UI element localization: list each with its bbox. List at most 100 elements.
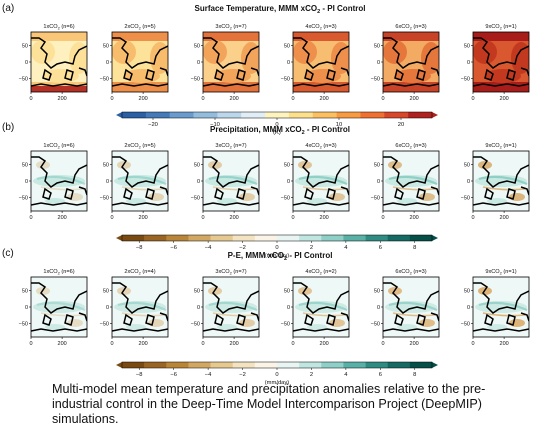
warm-patch — [215, 69, 251, 83]
y-tick-label: 50 — [103, 288, 109, 294]
coastline — [473, 83, 529, 87]
coastline — [64, 314, 74, 326]
dry-streak — [121, 312, 165, 317]
antarctic-band — [31, 86, 87, 92]
x-tick-label: 200 — [500, 341, 509, 347]
coastline — [236, 314, 246, 326]
map-panel — [202, 150, 260, 212]
dry-patch — [148, 193, 164, 201]
panel-letter: (a) — [2, 3, 14, 14]
column-label: 9xCO2 (n=1) — [485, 269, 516, 276]
colorbar-segment — [336, 112, 361, 118]
map-frame — [202, 276, 260, 338]
map-frame — [472, 276, 530, 338]
y-tick-label: −50 — [191, 77, 200, 83]
coastline — [293, 282, 349, 314]
dry-patch — [329, 319, 345, 327]
warm-patch — [485, 69, 521, 83]
column-label: 1xCO2 (n=6) — [43, 269, 74, 276]
colorbar-tick-label: 20 — [398, 122, 404, 128]
x-tick-label: 200 — [139, 215, 148, 221]
colorbar-extend-right — [432, 112, 438, 118]
coastline — [159, 186, 168, 196]
colorbar-extend-left — [116, 112, 122, 118]
colorbar-tick-label: 4 — [344, 245, 348, 251]
colorbar-segment — [360, 112, 385, 118]
wet-streak — [208, 301, 258, 312]
coastline — [416, 188, 426, 200]
wet-patch — [126, 324, 146, 330]
wet-patch — [126, 198, 146, 204]
colorbar-segment — [409, 362, 433, 368]
y-tick-label: −50 — [371, 77, 380, 83]
coastline — [520, 312, 529, 322]
wet-patch — [487, 198, 507, 204]
coastline — [123, 313, 133, 326]
panel-title: Surface Temperature, MMM xCO2 - PI Contr… — [195, 4, 366, 15]
warm-patch — [473, 40, 497, 64]
y-tick-label: 0 — [197, 60, 200, 66]
wet-patch — [397, 324, 417, 330]
wet-patch — [307, 198, 327, 204]
column-label: 3xCO2 (n=7) — [215, 143, 246, 150]
y-tick-label: −50 — [371, 322, 380, 328]
dry-streak — [212, 186, 256, 191]
antarctic-band — [473, 82, 529, 92]
column-label: 6xCO2 (n=3) — [395, 24, 426, 31]
coastline — [304, 313, 314, 326]
y-tick-label: 0 — [287, 60, 290, 66]
panel-title: Precipitation, MMM xCO2 - PI Control — [210, 125, 350, 136]
coastline — [112, 282, 168, 314]
y-tick-label: 50 — [464, 288, 470, 294]
map-frame — [292, 31, 350, 93]
coastline — [416, 69, 426, 81]
y-tick-label: 0 — [467, 179, 470, 185]
dry-streak — [482, 312, 526, 317]
y-tick-label: 50 — [103, 162, 109, 168]
y-tick-label: 0 — [25, 60, 28, 66]
wet-streak — [478, 175, 528, 186]
dry-patch — [239, 319, 255, 327]
colorbar-tick-label: 6 — [379, 372, 382, 378]
wet-streak — [36, 175, 86, 186]
y-tick-label: 50 — [374, 162, 380, 168]
map-frame — [382, 31, 440, 93]
map-frame — [30, 150, 88, 212]
colorbar-segment — [145, 112, 170, 118]
map-panel — [30, 276, 88, 338]
colorbar-tick-label: −4 — [205, 372, 212, 378]
y-tick-label: −50 — [19, 77, 28, 83]
panel-letter: (c) — [2, 248, 14, 259]
column-label: 3xCO2 (n=7) — [215, 269, 246, 276]
colorbar-segment — [210, 362, 234, 368]
coastline — [31, 37, 87, 69]
x-tick-label: 0 — [29, 341, 32, 347]
x-tick-label: 200 — [410, 341, 419, 347]
x-tick-label: 200 — [139, 96, 148, 102]
colorbar-tick-label: 0 — [275, 372, 278, 378]
wet-patch — [487, 324, 507, 330]
colorbar-segment — [299, 362, 322, 368]
x-tick-label: 200 — [320, 215, 329, 221]
colorbar-segment — [409, 235, 433, 241]
wet-streak — [117, 175, 167, 186]
y-tick-label: 0 — [25, 305, 28, 311]
coastline — [203, 83, 259, 87]
colorbar-segment — [144, 362, 167, 368]
y-tick-label: 0 — [25, 179, 28, 185]
map-panel — [202, 31, 260, 93]
coastline — [112, 328, 168, 332]
colorbar-segment — [265, 112, 290, 118]
map-frame — [30, 31, 88, 93]
wet-streak — [36, 301, 86, 312]
coastline — [484, 187, 494, 200]
dry-patch — [148, 319, 164, 327]
x-tick-label: 200 — [320, 341, 329, 347]
y-tick-label: 0 — [287, 305, 290, 311]
colorbar: −8 −6 −4 −2 0 2 4 6 8 (mm/day) — [116, 234, 438, 259]
column-label: 2xCO2 (n=5) — [124, 24, 155, 31]
colorbar-segment — [169, 112, 194, 118]
colorbar-unit: (mm/day) — [265, 380, 290, 386]
coastline — [203, 328, 259, 332]
dry-patch — [239, 193, 255, 201]
